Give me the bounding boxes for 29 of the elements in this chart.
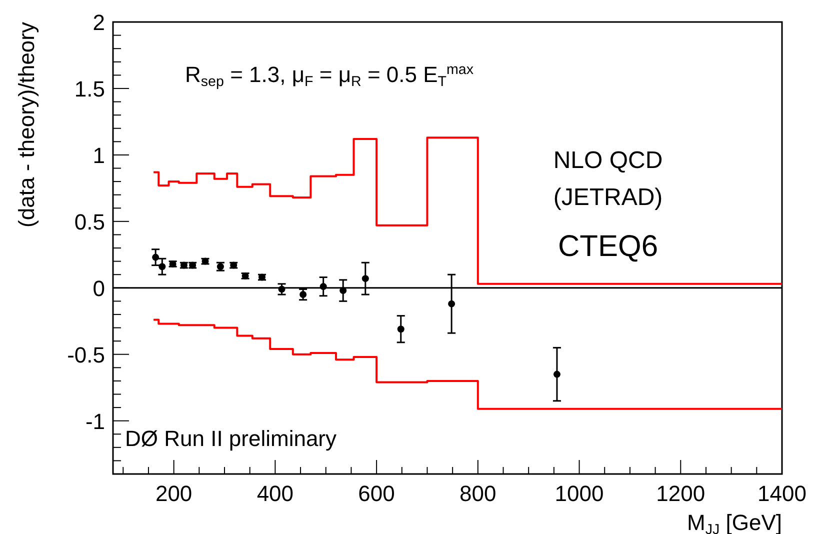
- x-tick-label: 400: [256, 481, 294, 506]
- y-tick-label: 1.5: [74, 76, 105, 102]
- y-tick-label: 1: [92, 142, 105, 168]
- x-tick-label: 1000: [554, 481, 604, 506]
- y-tick-label: 0.5: [74, 209, 105, 234]
- y-tick-label: 2: [92, 10, 105, 35]
- annotation: DØ Run II preliminary: [125, 426, 337, 451]
- point: [278, 286, 286, 293]
- x-tick-label: 200: [155, 481, 192, 506]
- x-tick-label: 600: [358, 481, 395, 506]
- x-tick-label: 1400: [758, 481, 806, 506]
- x-tick-label: 1200: [656, 481, 706, 506]
- point: [340, 287, 347, 294]
- point: [448, 300, 456, 308]
- point: [362, 275, 369, 282]
- y-tick-label: 0: [92, 276, 105, 301]
- point: [397, 326, 404, 333]
- annotation: NLO QCD: [553, 147, 663, 174]
- annotation: CTEQ6: [558, 230, 658, 263]
- point: [158, 263, 166, 270]
- point: [152, 254, 160, 261]
- annotation: (JETRAD): [553, 184, 663, 211]
- point: [320, 283, 327, 290]
- x-tick-label: 800: [460, 481, 496, 506]
- point: [553, 370, 560, 378]
- y-tick-label: -1: [85, 408, 105, 434]
- y-tick-label: -0.5: [67, 342, 105, 368]
- y-axis-title: (data - theory)/theory: [14, 22, 39, 228]
- point: [300, 291, 307, 298]
